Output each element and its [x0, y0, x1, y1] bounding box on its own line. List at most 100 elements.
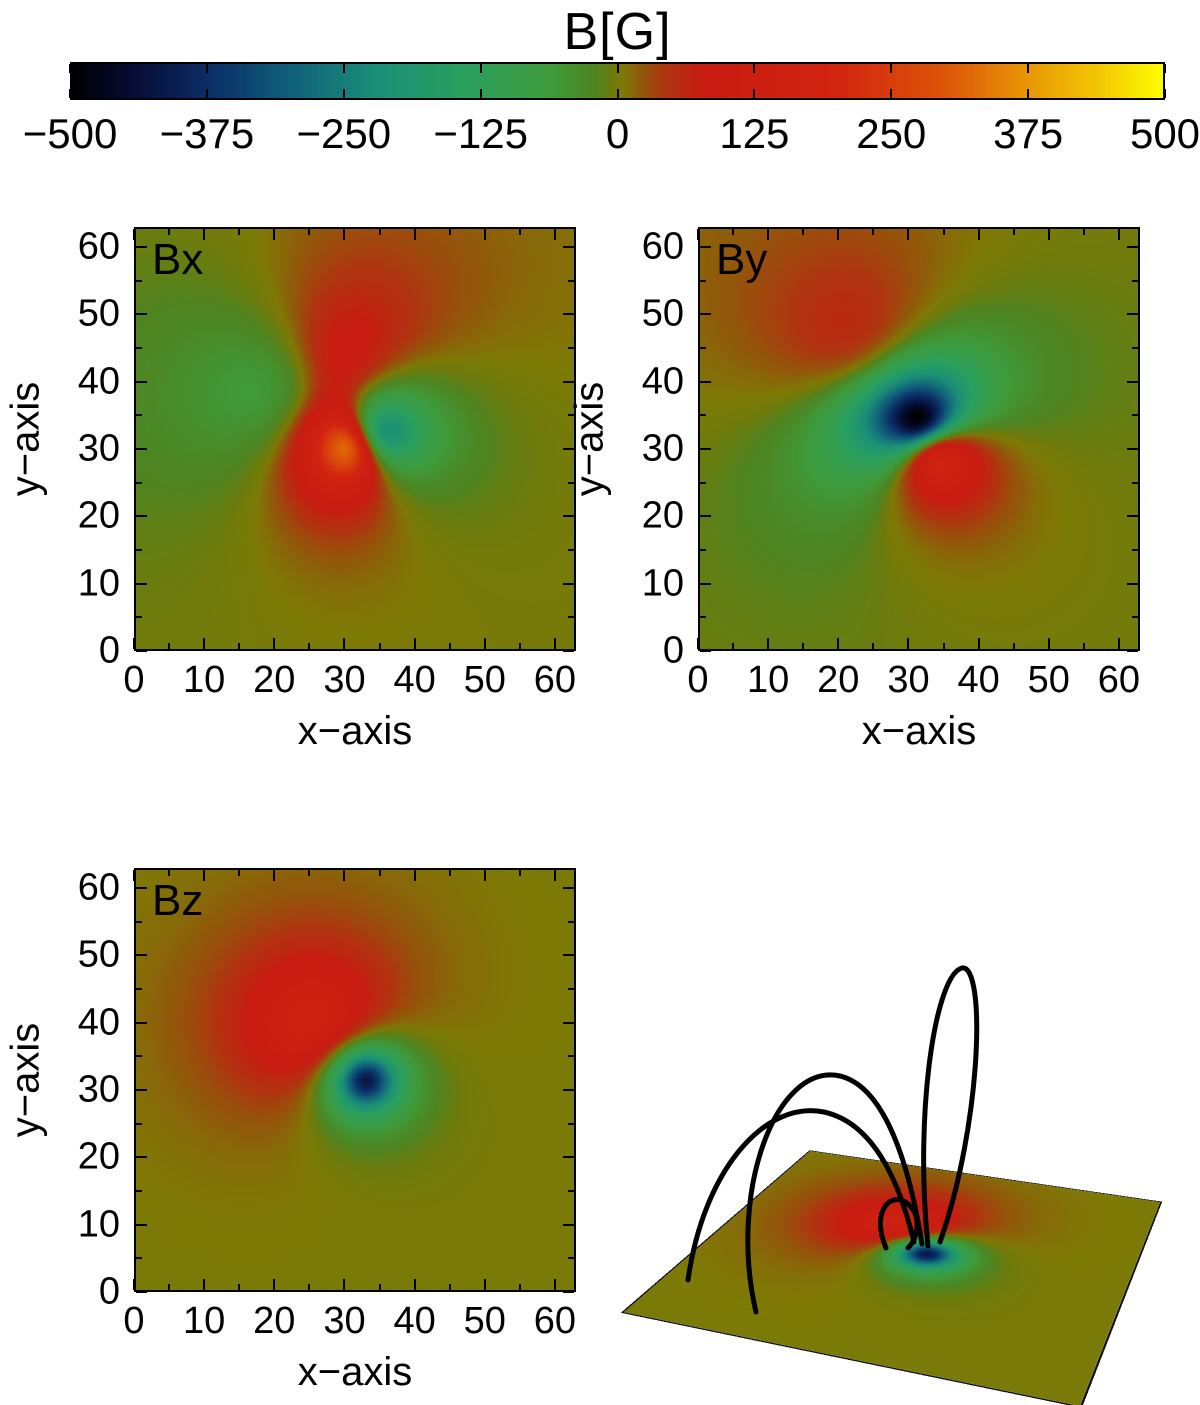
tick-mark — [563, 650, 574, 652]
tick-mark — [1082, 643, 1085, 649]
tick-mark — [483, 870, 486, 881]
tick-mark — [767, 229, 770, 240]
tick-mark — [1012, 229, 1015, 235]
y-tick-label: 50 — [641, 292, 684, 335]
tick-mark — [568, 1055, 574, 1058]
x-tick-label: 10 — [747, 659, 790, 701]
panel-label-bx: Bx — [152, 235, 204, 284]
x-tick-label: 10 — [183, 659, 226, 701]
tick-mark — [568, 481, 574, 484]
tick-mark — [136, 313, 147, 316]
tick-mark — [1132, 481, 1138, 484]
tick-mark — [568, 279, 574, 282]
colorbar — [69, 62, 1166, 100]
tick-mark — [700, 515, 711, 518]
colorbar-tick-mark — [479, 89, 482, 98]
tick-mark — [136, 920, 142, 923]
tick-mark — [837, 638, 840, 649]
x-tick-label: 20 — [817, 659, 860, 701]
x-axis-title: x−axis — [297, 709, 413, 753]
y-tick-label: 10 — [77, 562, 120, 605]
tick-mark — [168, 643, 171, 649]
tick-mark — [1132, 347, 1138, 350]
tick-mark — [1127, 313, 1138, 316]
tick-mark — [568, 920, 574, 923]
tick-mark — [136, 1122, 142, 1125]
x-tick-label: 0 — [123, 1300, 145, 1342]
colorbar-tick-label: 500 — [1129, 110, 1200, 157]
tick-mark — [872, 229, 875, 235]
tick-mark — [568, 988, 574, 991]
y-tick-label: 10 — [77, 1203, 120, 1246]
tick-mark — [308, 229, 311, 235]
tick-mark — [568, 1190, 574, 1193]
tick-mark — [1117, 229, 1120, 240]
magnetic-fieldline — [921, 965, 980, 1249]
colorbar-tick-label: −250 — [296, 110, 392, 157]
tick-mark — [563, 1223, 574, 1226]
tick-mark — [378, 643, 381, 649]
tick-mark — [448, 1284, 451, 1290]
colorbar-tick-mark — [753, 89, 756, 98]
tick-mark — [413, 870, 416, 881]
tick-mark — [563, 887, 574, 890]
tick-mark — [732, 643, 735, 649]
panel-label-by: By — [716, 235, 768, 284]
tick-mark — [136, 481, 142, 484]
tick-mark — [448, 229, 451, 235]
tick-mark — [136, 988, 142, 991]
y-tick-label: 40 — [641, 360, 684, 403]
colorbar-tick-mark — [342, 89, 345, 98]
tick-mark — [136, 650, 147, 652]
tick-mark — [1127, 650, 1138, 652]
colorbar-tick-mark — [616, 89, 619, 98]
tick-mark — [136, 616, 142, 619]
tick-mark — [136, 582, 147, 585]
tick-mark — [563, 582, 574, 585]
tick-mark — [563, 1021, 574, 1024]
tick-mark — [203, 229, 206, 240]
tick-mark — [343, 638, 346, 649]
tick-mark — [568, 1257, 574, 1260]
tick-mark — [238, 229, 241, 235]
tick-mark — [700, 313, 711, 316]
x-tick-label: 60 — [533, 1300, 577, 1342]
tick-mark — [1082, 229, 1085, 235]
tick-mark — [700, 380, 711, 383]
tick-mark — [343, 229, 346, 240]
tick-mark — [273, 229, 276, 240]
panel-3d-view — [620, 940, 1200, 1405]
y-tick-label: 20 — [77, 1135, 120, 1178]
tick-mark — [942, 229, 945, 235]
tick-mark — [343, 870, 346, 881]
tick-mark — [837, 229, 840, 240]
colorbar-tick-label: −375 — [159, 110, 255, 157]
tick-mark — [413, 229, 416, 240]
tick-mark — [448, 643, 451, 649]
y-axis-title: y−axis — [3, 381, 48, 497]
tick-mark — [273, 1279, 276, 1290]
colorbar-tick-mark — [616, 64, 619, 73]
tick-mark — [413, 1279, 416, 1290]
tick-mark — [942, 643, 945, 649]
y-tick-labels: 0 10 20 30 40 50 60 — [39, 867, 134, 1313]
tick-mark — [907, 638, 910, 649]
y-tick-label: 30 — [77, 1068, 120, 1111]
colorbar-tick-mark — [205, 64, 208, 73]
y-tick-labels: 0 10 20 30 40 50 60 — [603, 226, 698, 672]
tick-mark — [563, 954, 574, 957]
tick-mark — [136, 1055, 142, 1058]
colorbar-tick-mark — [890, 89, 893, 98]
magnetic-fieldline — [878, 1197, 920, 1251]
colorbar-tick-mark — [1164, 64, 1166, 73]
colorbar-tick-mark — [69, 64, 71, 73]
tick-mark — [273, 638, 276, 649]
tick-mark — [518, 229, 521, 235]
tick-mark — [563, 380, 574, 383]
tick-mark — [136, 1223, 147, 1226]
colorbar-tick-mark — [342, 64, 345, 73]
tick-mark — [1047, 638, 1050, 649]
tick-mark — [136, 246, 147, 249]
y-tick-label: 30 — [77, 427, 120, 470]
colorbar-tick-label: 125 — [719, 110, 790, 157]
